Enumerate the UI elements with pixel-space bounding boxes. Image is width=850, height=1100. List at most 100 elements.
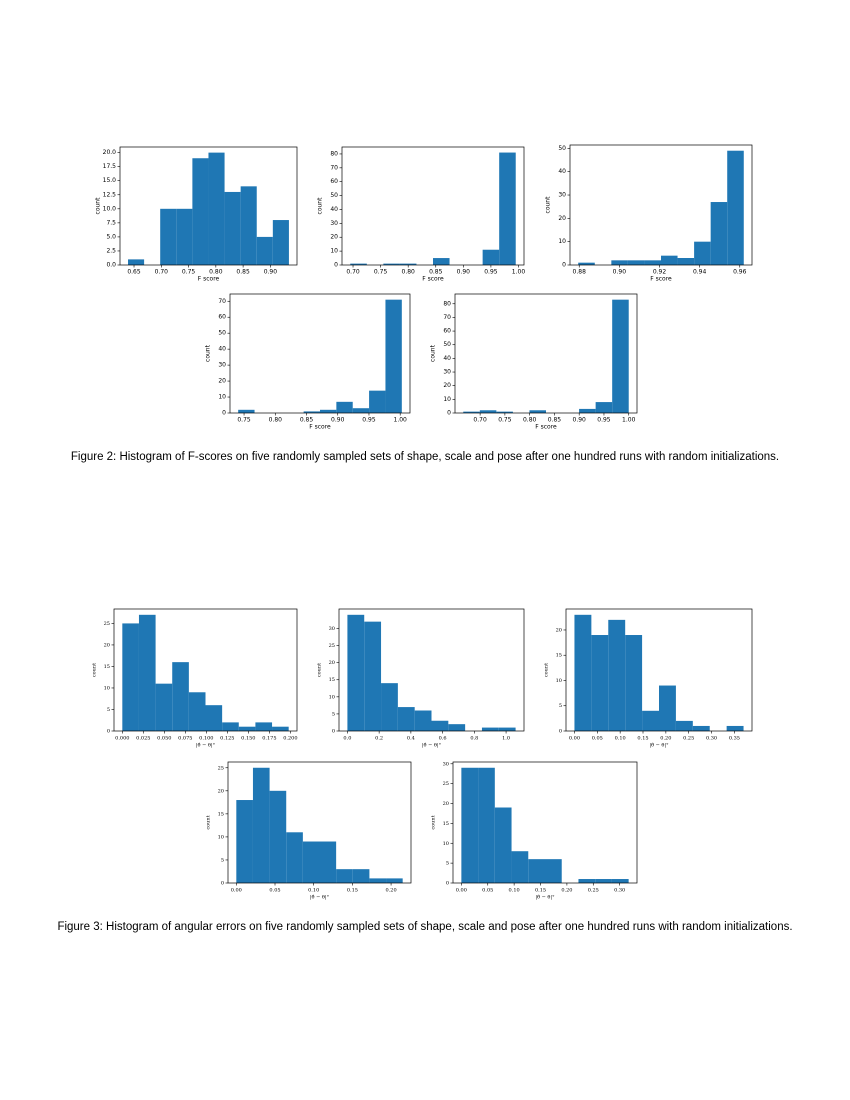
x-tick-label: 0.125 bbox=[220, 736, 234, 742]
bar bbox=[238, 409, 255, 413]
x-axis-label: |θ̂ − θ|° bbox=[649, 743, 669, 749]
x-tick-label: 0.85 bbox=[236, 269, 250, 276]
histogram-chart: 0.00 0.05 0.10 0.15 0.20 0.25 0.30 0 5 10 15 20 25 30… bbox=[431, 761, 638, 901]
bar bbox=[642, 710, 659, 731]
x-tick-label: 0.15 bbox=[535, 888, 546, 894]
x-tick-label: 0.90 bbox=[264, 269, 278, 276]
x-axis-label: F score bbox=[650, 276, 672, 283]
bar bbox=[595, 402, 613, 413]
x-tick-label: 1.00 bbox=[512, 269, 526, 276]
bar bbox=[511, 851, 529, 883]
bar bbox=[661, 255, 678, 265]
x-tick-label: 0.94 bbox=[693, 269, 707, 276]
bar bbox=[385, 299, 402, 413]
y-tick-label: 15.0 bbox=[103, 177, 117, 184]
y-tick-label: 20 bbox=[218, 788, 224, 794]
bar bbox=[726, 725, 744, 731]
bar bbox=[414, 710, 432, 731]
y-tick-label: 20 bbox=[104, 642, 110, 648]
x-tick-label: 0.85 bbox=[429, 269, 443, 276]
x-tick-label: 0.85 bbox=[548, 417, 562, 424]
bar bbox=[155, 683, 173, 731]
y-tick-label: 20.0 bbox=[103, 149, 117, 156]
x-tick-label: 0.25 bbox=[683, 736, 694, 742]
y-axis-label: count bbox=[431, 815, 437, 829]
x-tick-label: 0.150 bbox=[241, 736, 255, 742]
y-tick-label: 20 bbox=[443, 801, 449, 807]
bar bbox=[302, 841, 320, 883]
y-tick-label: 5 bbox=[559, 703, 562, 709]
y-tick-label: 15 bbox=[104, 664, 110, 670]
x-tick-label: 1.00 bbox=[394, 417, 408, 424]
y-tick-label: 20 bbox=[443, 382, 451, 389]
bar bbox=[479, 410, 497, 413]
x-tick-label: 0.025 bbox=[136, 736, 150, 742]
plot-frame bbox=[227, 761, 412, 884]
bar bbox=[364, 621, 382, 731]
x-tick-label: 0.100 bbox=[199, 736, 213, 742]
histogram-chart: 0.00 0.05 0.10 0.15 0.20 0.25 0.30 0.35 0 5 10 15 20… bbox=[544, 608, 753, 749]
y-tick-label: 80 bbox=[330, 150, 338, 157]
x-axis-label: |θ̂ − θ|° bbox=[535, 895, 555, 901]
y-tick-label: 0 bbox=[447, 410, 451, 417]
x-tick-label: 0.80 bbox=[523, 417, 537, 424]
x-tick-label: 0.92 bbox=[653, 269, 667, 276]
x-tick-label: 0.15 bbox=[637, 736, 648, 742]
y-tick-label: 60 bbox=[330, 178, 338, 185]
x-tick-label: 0.175 bbox=[262, 736, 276, 742]
y-tick-label: 0 bbox=[559, 729, 562, 735]
y-tick-label: 40 bbox=[443, 355, 451, 362]
x-tick-label: 0.88 bbox=[573, 269, 587, 276]
y-tick-label: 0 bbox=[446, 881, 449, 887]
x-tick-label: 0.25 bbox=[588, 888, 599, 894]
bar bbox=[478, 767, 495, 883]
x-tick-label: 0.4 bbox=[407, 736, 415, 742]
x-tick-label: 0.0 bbox=[343, 736, 351, 742]
bar bbox=[381, 683, 398, 731]
x-tick-label: 0.8 bbox=[470, 736, 478, 742]
y-tick-label: 0 bbox=[332, 729, 335, 735]
y-tick-label: 30 bbox=[558, 192, 566, 199]
bar bbox=[303, 411, 320, 413]
x-tick-label: 0.85 bbox=[300, 417, 314, 424]
x-tick-label: 0.05 bbox=[269, 888, 280, 894]
x-tick-label: 0.95 bbox=[484, 269, 498, 276]
x-tick-label: 0.90 bbox=[573, 417, 587, 424]
plot-frame bbox=[452, 761, 638, 884]
bar bbox=[240, 186, 257, 265]
x-tick-label: 1.0 bbox=[502, 736, 510, 742]
bar bbox=[320, 409, 337, 413]
bar bbox=[397, 707, 415, 731]
bar bbox=[269, 790, 287, 883]
bar bbox=[499, 152, 516, 265]
y-tick-label: 50 bbox=[330, 192, 338, 199]
histogram-chart: 0.000 0.025 0.050 0.075 0.100 0.125 0.150 0.175… bbox=[92, 608, 298, 749]
bar bbox=[727, 150, 744, 265]
y-tick-label: 40 bbox=[218, 346, 226, 353]
bar bbox=[448, 724, 466, 731]
y-tick-label: 0 bbox=[221, 881, 224, 887]
bar bbox=[369, 878, 387, 883]
plot-frame bbox=[338, 608, 525, 732]
x-tick-label: 0.35 bbox=[729, 736, 740, 742]
bar bbox=[578, 879, 596, 883]
x-tick-label: 0.90 bbox=[457, 269, 471, 276]
y-axis-label: count bbox=[545, 196, 552, 214]
y-tick-label: 70 bbox=[443, 314, 451, 321]
bar bbox=[608, 619, 626, 731]
bar bbox=[176, 208, 193, 265]
bar bbox=[463, 411, 480, 413]
bar bbox=[611, 260, 628, 265]
y-tick-label: 60 bbox=[443, 328, 451, 335]
x-tick-label: 0.95 bbox=[362, 417, 376, 424]
y-axis-label: count bbox=[430, 344, 437, 362]
y-tick-label: 10.0 bbox=[103, 205, 117, 212]
bar bbox=[528, 859, 545, 883]
y-tick-label: 7.5 bbox=[106, 219, 116, 226]
x-axis-label: F score bbox=[198, 276, 220, 283]
bar bbox=[659, 685, 676, 731]
bar bbox=[625, 635, 643, 731]
bar bbox=[710, 202, 728, 265]
y-tick-label: 30 bbox=[329, 626, 335, 632]
